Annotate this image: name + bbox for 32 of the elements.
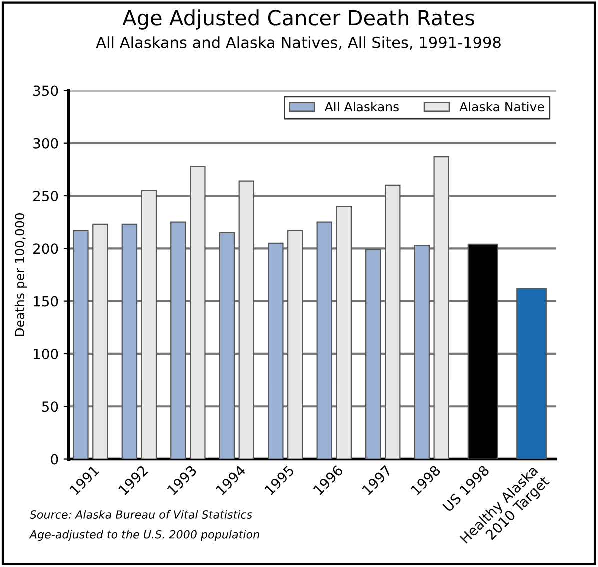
bar <box>336 206 352 460</box>
chart-title: Age Adjusted Cancer Death Rates <box>122 10 474 30</box>
y-tick-label: 150 <box>34 296 58 307</box>
bar <box>141 190 158 460</box>
bar <box>92 224 108 460</box>
legend-label: All Alaskans <box>324 102 399 112</box>
bar <box>385 184 401 460</box>
bar <box>170 222 186 460</box>
text: Age-adjusted to the U.S. 2000 population <box>29 530 260 541</box>
y-tick-label: 0 <box>51 454 58 465</box>
bar <box>414 244 430 460</box>
y-tick-label: 50 <box>42 402 58 412</box>
bar <box>122 224 138 460</box>
y-tick-label: 250 <box>34 190 58 202</box>
bar <box>366 249 382 460</box>
bar <box>73 230 89 460</box>
bar <box>219 232 236 460</box>
bar <box>190 166 206 460</box>
y-tick-label: 350 <box>34 86 58 96</box>
y-tick-label: 200 <box>34 244 58 254</box>
bar <box>238 180 255 460</box>
bar <box>268 242 284 460</box>
y-tick-label: 300 <box>34 138 58 149</box>
y-tick-label: 100 <box>34 348 58 360</box>
y-axis-title: Deaths per 100,000 <box>14 213 27 336</box>
bar <box>316 222 333 460</box>
bar <box>434 156 450 460</box>
source-note: Source: Alaska Bureau of Vital Statistics <box>30 510 252 519</box>
chart-subtitle: All Alaskans and Alaska Natives, All Sites, 1991-1998 <box>96 36 501 50</box>
bar <box>516 288 547 460</box>
legend-label: Alaska Native <box>460 102 544 112</box>
bar <box>288 230 304 460</box>
